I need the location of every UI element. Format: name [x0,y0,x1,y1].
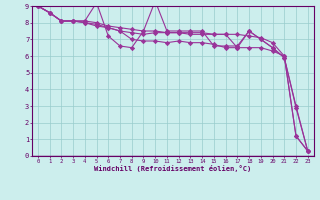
X-axis label: Windchill (Refroidissement éolien,°C): Windchill (Refroidissement éolien,°C) [94,165,252,172]
